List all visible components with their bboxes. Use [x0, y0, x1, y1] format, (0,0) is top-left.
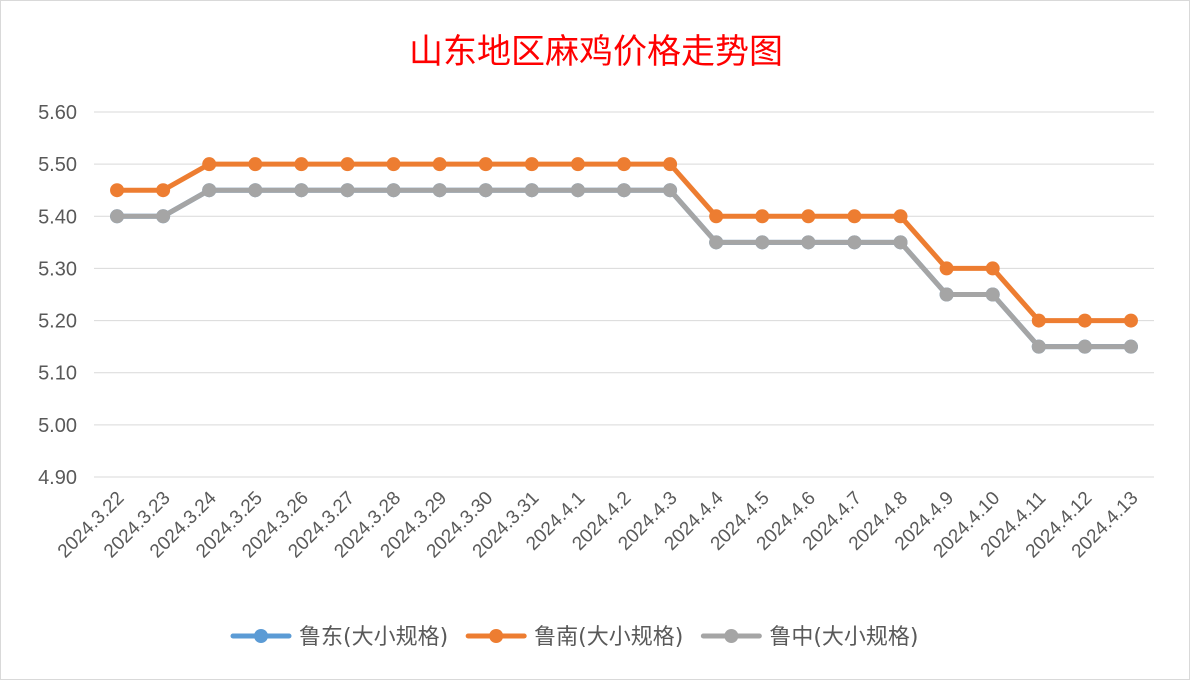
- data-point: [893, 209, 908, 224]
- data-point: [1031, 313, 1046, 328]
- data-point: [294, 183, 309, 198]
- data-point: [110, 209, 125, 224]
- data-point: [202, 183, 217, 198]
- data-point: [386, 183, 401, 198]
- data-point: [570, 157, 585, 172]
- data-point: [985, 287, 1000, 302]
- data-point: [294, 157, 309, 172]
- y-tick-label: 5.20: [38, 311, 77, 333]
- data-point: [340, 183, 355, 198]
- data-point: [1077, 313, 1092, 328]
- data-point: [663, 183, 678, 198]
- data-point: [570, 183, 585, 198]
- data-point: [801, 235, 816, 250]
- y-tick-label: 5.60: [38, 102, 77, 124]
- data-point: [709, 235, 724, 250]
- series-2: [110, 157, 1138, 328]
- data-point: [755, 209, 770, 224]
- chart-title: 山东地区麻鸡价格走势图: [409, 32, 783, 72]
- legend-label: 鲁东(大小规格): [299, 625, 448, 650]
- data-point: [248, 157, 263, 172]
- data-point: [617, 183, 631, 198]
- legend-marker: [489, 629, 504, 643]
- data-point: [340, 157, 355, 172]
- data-point: [939, 261, 954, 276]
- data-point: [847, 235, 862, 250]
- legend: 鲁东(大小规格) 鲁南(大小规格) 鲁中(大小规格): [230, 625, 919, 650]
- legend-label: 鲁中(大小规格): [769, 625, 918, 650]
- legend-marker: [724, 629, 739, 643]
- data-point: [156, 183, 171, 198]
- legend-marker: [254, 629, 268, 643]
- legend-item-1: 鲁东(大小规格): [230, 625, 448, 650]
- y-tick-label: 5.40: [38, 206, 77, 228]
- data-point: [1123, 313, 1138, 328]
- data-point: [478, 157, 493, 172]
- y-tick-label: 4.90: [38, 467, 77, 489]
- y-axis-ticks: 5.60 5.50 5.40 5.30 5.20 5.10 5.00 4.90: [38, 102, 77, 489]
- y-tick-label: 5.50: [38, 154, 77, 176]
- data-point: [110, 183, 125, 198]
- legend-item-3: 鲁中(大小规格): [700, 625, 919, 650]
- data-point: [893, 235, 908, 250]
- data-point: [432, 183, 447, 198]
- data-point: [847, 209, 862, 224]
- data-point: [709, 209, 724, 224]
- legend-item-2: 鲁南(大小规格): [465, 625, 683, 650]
- y-tick-label: 5.30: [38, 258, 77, 280]
- data-point: [939, 287, 954, 302]
- data-point: [478, 183, 493, 198]
- data-point: [1077, 339, 1092, 354]
- series-3: [110, 183, 1138, 354]
- x-axis-ticks: 2024.3.222024.3.232024.3.242024.3.252024…: [54, 487, 1143, 562]
- data-point: [755, 235, 770, 250]
- data-point: [386, 157, 401, 172]
- data-point: [663, 157, 678, 172]
- data-point: [248, 183, 263, 198]
- data-point: [985, 261, 1000, 276]
- series-lines: [110, 157, 1138, 354]
- data-point: [1123, 339, 1138, 354]
- legend-label: 鲁南(大小规格): [534, 625, 683, 650]
- data-point: [524, 157, 539, 172]
- data-point: [524, 183, 539, 198]
- data-point: [202, 157, 217, 172]
- data-point: [617, 157, 631, 172]
- data-point: [1031, 339, 1046, 354]
- y-tick-label: 5.10: [38, 363, 77, 385]
- data-point: [156, 209, 171, 224]
- data-point: [801, 209, 816, 224]
- data-point: [432, 157, 447, 172]
- y-tick-label: 5.00: [38, 415, 77, 437]
